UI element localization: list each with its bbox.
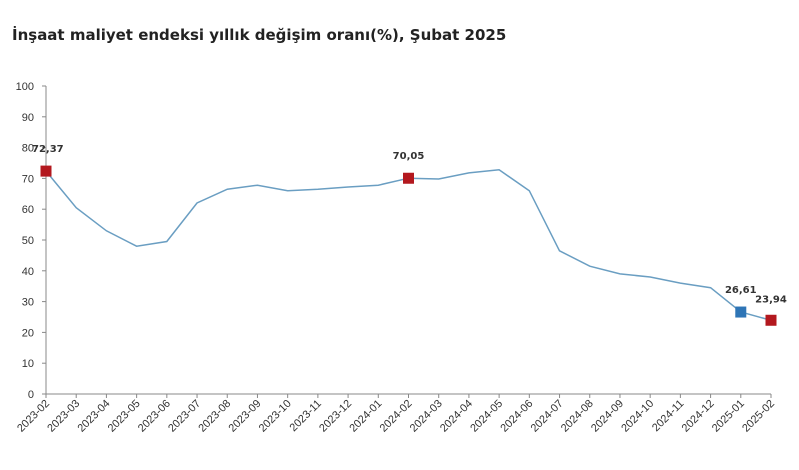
data-point (75, 206, 78, 209)
data-point (377, 184, 380, 187)
x-tick-label: 2024-05 (468, 398, 505, 435)
data-point (709, 286, 712, 289)
y-axis: 0 10 20 30 40 50 60 70 80 90 100 (16, 81, 47, 401)
x-tick-label: 2023-02 (15, 398, 52, 435)
highlight-marker (765, 314, 777, 326)
data-point (165, 240, 168, 243)
x-tick-label: 2023-09 (227, 398, 264, 435)
data-label: 70,05 (393, 151, 425, 162)
data-point (558, 249, 561, 252)
x-tick-label: 2024-03 (408, 398, 445, 435)
data-point (528, 189, 531, 192)
series-group (45, 168, 772, 322)
x-tick-label: 2023-12 (317, 398, 354, 435)
x-tick-label: 2023-04 (76, 398, 113, 435)
x-tick-label: 2024-04 (438, 398, 475, 435)
x-tick-label: 2024-07 (529, 398, 566, 435)
data-point (649, 275, 652, 278)
series-line (45, 169, 772, 322)
data-point (286, 189, 289, 192)
data-point (226, 188, 229, 191)
x-tick-label: 2024-02 (378, 398, 415, 435)
y-tick-label: 60 (22, 204, 34, 216)
x-tick-label: 2024-01 (347, 398, 384, 435)
data-point (105, 229, 108, 232)
data-point (135, 245, 138, 248)
x-tick-label: 2023-05 (106, 398, 143, 435)
y-tick-label: 100 (16, 81, 34, 93)
data-point (316, 188, 319, 191)
data-point (588, 265, 591, 268)
highlight-marker (735, 306, 747, 318)
x-tick-label: 2024-08 (559, 398, 596, 435)
data-label: 26,61 (725, 285, 757, 296)
highlight-marker (403, 172, 414, 184)
data-point (498, 168, 501, 171)
data-point (256, 184, 259, 187)
data-point (618, 272, 621, 275)
x-tick-label: 2024-10 (619, 398, 656, 435)
y-tick-label: 40 (22, 266, 34, 278)
chart-title: İnşaat maliyet endeksi yıllık değişim or… (12, 26, 507, 44)
x-axis: 2023-022023-032023-042023-052023-062023-… (15, 393, 777, 435)
y-tick-label: 50 (22, 235, 34, 247)
y-tick-label: 20 (22, 327, 34, 339)
y-tick-label: 10 (22, 358, 34, 370)
y-tick-label: 0 (28, 389, 34, 401)
y-tick-label: 80 (22, 143, 34, 155)
highlight-marker (40, 165, 52, 177)
x-tick-label: 2023-10 (257, 398, 294, 435)
data-point (347, 186, 350, 189)
x-tick-label: 2024-09 (589, 398, 626, 435)
x-tick-label: 2024-06 (498, 398, 535, 435)
data-label: 72,37 (32, 144, 64, 155)
x-tick-label: 2023-03 (45, 398, 82, 435)
data-point (196, 202, 199, 205)
x-tick-label: 2024-12 (680, 398, 717, 435)
x-tick-label: 2025-01 (710, 398, 747, 435)
data-point (679, 282, 682, 285)
data-label: 23,94 (755, 294, 787, 305)
y-tick-label: 90 (22, 112, 34, 124)
x-tick-label: 2025-02 (740, 398, 777, 435)
y-tick-label: 30 (22, 297, 34, 309)
data-point (437, 178, 440, 181)
x-tick-label: 2023-08 (196, 398, 233, 435)
y-tick-label: 70 (22, 173, 34, 185)
data-point (467, 171, 470, 174)
x-tick-label: 2023-07 (166, 398, 203, 435)
x-tick-label: 2023-06 (136, 398, 173, 435)
